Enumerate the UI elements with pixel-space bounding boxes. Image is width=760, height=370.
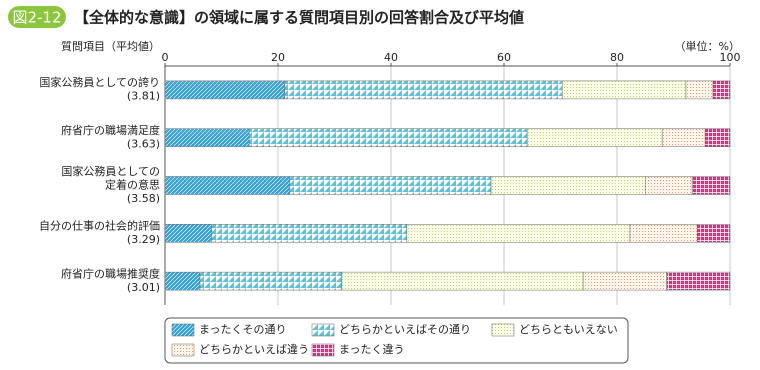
legend-label: どちらともいえない xyxy=(519,323,618,336)
figure-label: 図2-12 xyxy=(12,9,61,27)
y-tick-label: 府省庁の職場推奨度 xyxy=(61,266,160,280)
average-label: (3.63) xyxy=(127,137,160,150)
legend-swatch xyxy=(171,343,195,357)
bar-segment xyxy=(248,128,528,147)
bar-segment xyxy=(691,176,731,195)
legend-swatch xyxy=(491,323,515,337)
average-label: (3.58) xyxy=(127,192,160,205)
average-label: (3.01) xyxy=(127,281,160,294)
y-tick-label: 自分の仕事の社会的評価 xyxy=(39,219,160,233)
bar-segment xyxy=(661,128,706,147)
y-tick-label: 定着の意思 xyxy=(105,178,160,192)
bar-segment xyxy=(526,128,663,147)
x-tick-label: 20 xyxy=(271,51,285,64)
bar-segment xyxy=(284,80,563,100)
legend-label: どちらかといえば違う xyxy=(199,343,309,356)
bar-segment xyxy=(406,224,631,243)
x-tick-label: 80 xyxy=(610,51,624,64)
legend-swatch xyxy=(311,343,335,357)
legend-swatch xyxy=(171,323,195,337)
x-axis-label: （単位：%） xyxy=(675,39,740,53)
bar-segment xyxy=(164,128,250,147)
bar-segment xyxy=(164,80,286,100)
chart-title: 【全体的な意識】の領域に属する質問項目別の回答割合及び平均値 xyxy=(74,9,524,27)
bar-segment xyxy=(164,271,201,291)
bar-segment xyxy=(341,271,584,291)
figure-badge xyxy=(8,6,66,28)
y-tick-label: 府省庁の職場満足度 xyxy=(61,123,160,137)
y-tick-label: 国家公務員としての誇り xyxy=(39,75,160,89)
legend-label: まったくその通り xyxy=(199,323,287,336)
x-tick-label: 100 xyxy=(720,51,741,64)
average-label: (3.81) xyxy=(127,90,160,103)
y-axis-label: 質問項目（平均値） xyxy=(61,39,160,53)
bar-segment xyxy=(704,128,731,147)
legend-swatch xyxy=(311,323,335,337)
bar-segment xyxy=(199,271,343,291)
bar-segment xyxy=(629,224,698,243)
legend-label: どちらかといえばその通り xyxy=(339,323,471,336)
x-tick-label: 60 xyxy=(497,51,511,64)
y-tick-label: 国家公務員としての xyxy=(61,164,160,178)
bar-segment xyxy=(696,224,731,243)
average-label: (3.29) xyxy=(127,233,160,246)
x-tick-label: 40 xyxy=(384,51,398,64)
bar-segment xyxy=(289,176,492,195)
bar-segment xyxy=(582,271,667,291)
bar-segment xyxy=(490,176,646,195)
bar-segment xyxy=(712,80,731,100)
bar-segment xyxy=(164,176,291,195)
bar-segment xyxy=(561,80,687,100)
bar-segment xyxy=(164,224,213,243)
bar-segment xyxy=(211,224,408,243)
bar-segment xyxy=(645,176,693,195)
legend-box xyxy=(164,317,629,364)
bar-segment xyxy=(666,271,731,291)
legend-label: まったく違う xyxy=(339,343,405,356)
x-tick-label: 0 xyxy=(162,51,169,64)
bar-segment xyxy=(685,80,714,100)
